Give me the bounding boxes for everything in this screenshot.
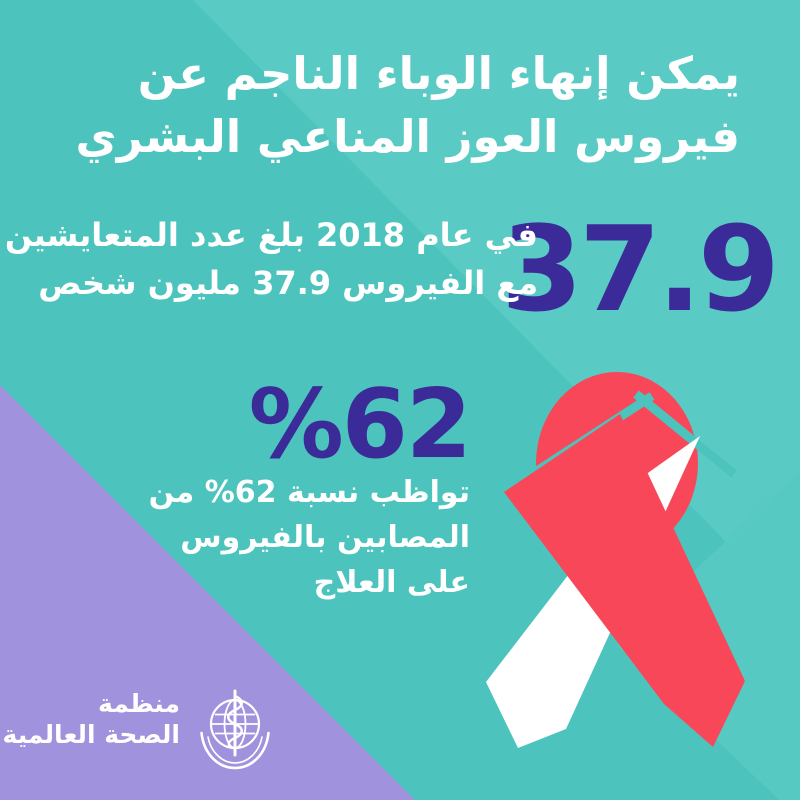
who-laurel-right-inner xyxy=(234,736,263,764)
stat-treatment-number: %62 xyxy=(248,370,472,480)
who-wordmark-line2: الصحة العالمية xyxy=(2,720,180,750)
stat-treatment-caption-line1: تواظب نسبة 62% من xyxy=(148,475,470,510)
purple-corner-triangle xyxy=(0,385,415,800)
ribbon-red-band xyxy=(504,414,745,747)
who-laurel-left-inner xyxy=(207,736,236,764)
stat-treatment-caption-line2: المصابين بالفيروس xyxy=(180,520,470,555)
stat-treatment-caption-line3: على العلاج xyxy=(313,565,470,600)
who-laurel-right xyxy=(233,731,270,770)
stat-people-caption-line1: في عام 2018 بلغ عدد المتعايشين xyxy=(4,216,538,254)
ribbon-gap-right xyxy=(633,390,737,478)
who-laurel-left xyxy=(200,731,237,770)
stat-people-caption: في عام 2018 بلغ عدد المتعايشين مع الفيرو… xyxy=(5,211,538,307)
who-snake xyxy=(227,694,243,750)
who-wordmark: منظمة الصحة العالمية xyxy=(3,688,180,751)
headline-line2: فيروس العوز المناعي البشري xyxy=(75,110,740,163)
stat-treatment-caption: تواظب نسبة 62% من المصابين بالفيروس على … xyxy=(149,470,470,605)
who-wordmark-line1: منظمة xyxy=(98,689,180,718)
stat-people-caption-line2: مع الفيروس 37.9 مليون شخص xyxy=(38,264,538,302)
headline-line1: يمكن إنهاء الوباء الناجم عن xyxy=(137,47,740,100)
red-awareness-ribbon-icon xyxy=(486,372,745,748)
headline: يمكن إنهاء الوباء الناجم عن فيروس العوز … xyxy=(76,42,740,168)
stat-people-number: 37.9 xyxy=(500,200,780,338)
who-emblem-icon xyxy=(200,689,270,770)
